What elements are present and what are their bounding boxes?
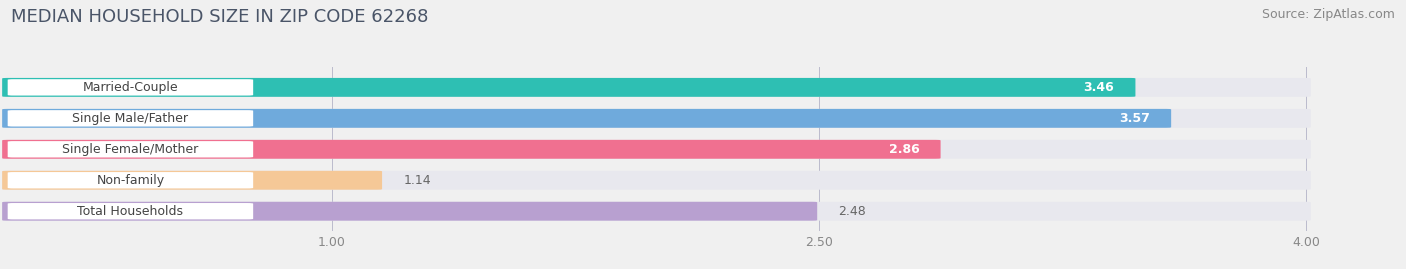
Text: Source: ZipAtlas.com: Source: ZipAtlas.com [1261,8,1395,21]
FancyBboxPatch shape [7,141,253,157]
FancyBboxPatch shape [7,110,253,126]
FancyBboxPatch shape [3,140,941,159]
FancyBboxPatch shape [3,140,1310,159]
FancyBboxPatch shape [3,202,1310,221]
Text: 3.46: 3.46 [1084,81,1115,94]
Text: MEDIAN HOUSEHOLD SIZE IN ZIP CODE 62268: MEDIAN HOUSEHOLD SIZE IN ZIP CODE 62268 [11,8,429,26]
FancyBboxPatch shape [3,109,1310,128]
Text: Single Female/Mother: Single Female/Mother [62,143,198,156]
FancyBboxPatch shape [7,203,253,220]
Text: 1.14: 1.14 [404,174,430,187]
Text: Married-Couple: Married-Couple [83,81,179,94]
Text: 2.48: 2.48 [838,205,866,218]
FancyBboxPatch shape [7,172,253,189]
FancyBboxPatch shape [3,78,1136,97]
FancyBboxPatch shape [3,171,1310,190]
Text: Non-family: Non-family [97,174,165,187]
Text: 2.86: 2.86 [889,143,920,156]
FancyBboxPatch shape [7,79,253,95]
Text: 3.57: 3.57 [1119,112,1150,125]
Text: Total Households: Total Households [77,205,183,218]
FancyBboxPatch shape [3,78,1310,97]
FancyBboxPatch shape [3,109,1171,128]
FancyBboxPatch shape [3,171,382,190]
FancyBboxPatch shape [3,202,817,221]
Text: Single Male/Father: Single Male/Father [73,112,188,125]
